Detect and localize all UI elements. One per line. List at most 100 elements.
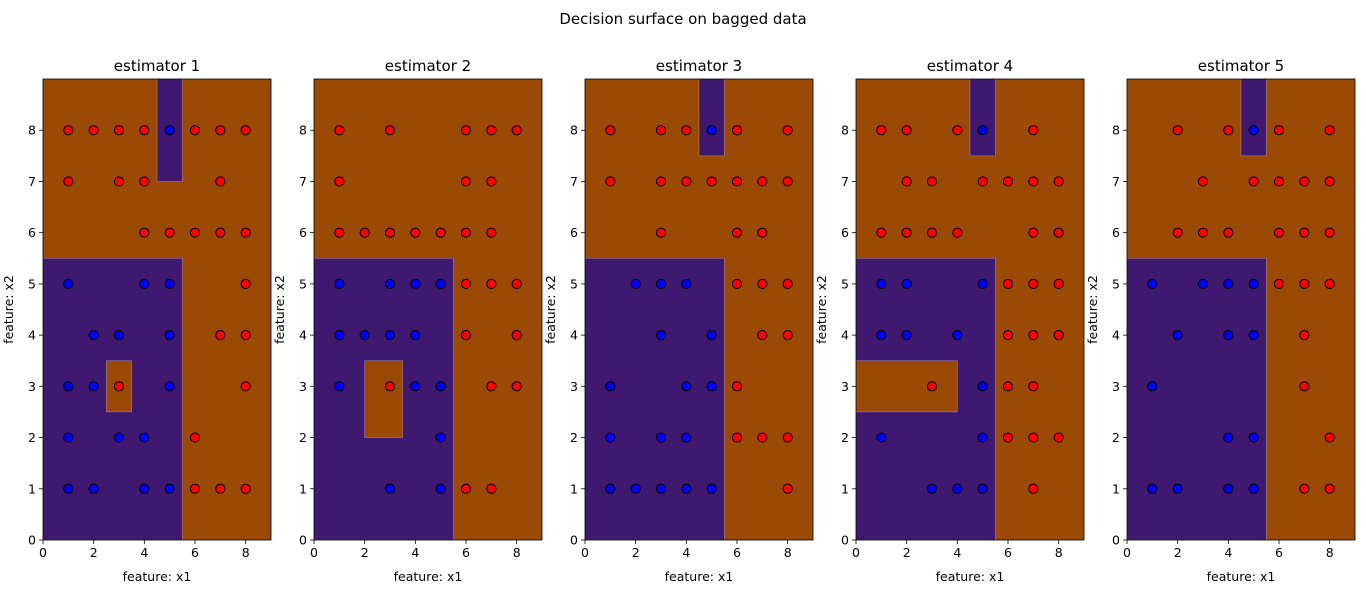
data-point-class-1 [1053,432,1064,443]
data-point-class-0 [901,330,912,341]
decision-region-class-0 [969,79,996,157]
y-tick-label: 2 [28,430,36,445]
data-point-class-0 [1147,483,1158,494]
x-tick-label: 0 [852,545,860,560]
data-point-class-1 [189,432,201,443]
data-point-class-1 [486,227,497,238]
data-point-class-1 [189,483,201,494]
x-tick-label: 2 [632,545,640,560]
data-point-class-1 [1299,381,1310,392]
x-tick-label: 4 [682,545,690,560]
y-tick-label: 7 [28,174,36,189]
data-point-class-1 [1002,381,1014,392]
data-point-class-1 [901,176,912,187]
plot-area [856,79,1084,540]
data-point-class-1 [681,125,692,136]
decision-region-class-0 [156,79,183,182]
x-tick-label: 6 [733,545,741,560]
data-point-class-1 [1028,227,1039,238]
y-tick-label: 2 [1112,430,1120,445]
y-tick-label: 5 [570,276,578,291]
data-point-class-0 [1248,432,1259,443]
data-point-class-1 [113,176,125,187]
y-tick-label: 0 [570,533,578,548]
data-point-class-0 [410,330,421,341]
x-tick-label: 8 [242,545,250,560]
data-point-class-0 [139,432,150,443]
data-point-class-1 [901,227,912,238]
data-point-class-1 [952,125,963,136]
data-point-class-1 [731,227,743,238]
data-point-class-1 [876,227,887,238]
plot-area [1127,79,1355,540]
x-axis-label: feature: x1 [1207,569,1276,584]
x-tick-label: 6 [1004,545,1012,560]
data-point-class-0 [139,483,150,494]
data-point-class-0 [435,483,446,494]
y-tick-label: 0 [299,533,307,548]
y-tick-label: 8 [841,123,849,138]
data-point-class-0 [410,381,421,392]
data-point-class-0 [334,278,345,289]
decision-region-class-0 [1240,79,1267,157]
x-tick-label: 2 [90,545,98,560]
data-point-class-0 [681,483,692,494]
subplot-1: 0 2 4 6 8 0 1 2 3 4 5 6 7 8 estimator 1 feature: x1 feat… [1,57,272,584]
data-point-class-1 [1002,176,1014,187]
data-point-class-0 [164,125,175,136]
y-axis-label: feature: x2 [272,275,287,344]
data-point-class-1 [410,227,421,238]
y-tick-label: 3 [841,379,849,394]
y-tick-label: 2 [570,430,578,445]
data-point-class-0 [1223,432,1234,443]
subplot-title: estimator 1 [114,57,200,75]
data-point-class-1 [486,125,497,136]
data-point-class-1 [1248,176,1259,187]
data-point-class-0 [630,483,641,494]
data-point-class-0 [901,278,912,289]
data-point-class-0 [1248,483,1259,494]
data-point-class-1 [1324,176,1335,187]
data-point-class-1 [1324,278,1335,289]
data-point-class-0 [706,381,717,392]
data-point-class-1 [1299,330,1310,341]
y-tick-label: 3 [28,379,36,394]
data-point-class-0 [605,381,616,392]
data-point-class-1 [1273,278,1285,289]
data-point-class-1 [215,125,226,136]
data-point-class-1 [1053,330,1064,341]
axes-frame [584,78,814,541]
data-point-class-1 [359,227,370,238]
data-point-class-1 [139,227,150,238]
y-tick-label: 2 [299,430,307,445]
x-tick-label: 4 [411,545,419,560]
data-point-class-0 [1147,278,1158,289]
data-point-class-1 [1299,176,1310,187]
data-point-class-1 [63,125,74,136]
y-tick-label: 4 [570,328,578,343]
data-point-class-1 [731,176,743,187]
x-axis-label: feature: x1 [936,569,1005,584]
data-point-class-0 [681,278,692,289]
x-axis-label: feature: x1 [394,569,463,584]
data-point-class-0 [63,432,74,443]
data-point-class-0 [334,381,345,392]
data-point-class-1 [486,278,497,289]
data-point-class-0 [164,483,175,494]
data-point-class-1 [1002,330,1014,341]
data-point-class-0 [88,381,99,392]
y-tick-label: 3 [570,379,578,394]
data-point-class-0 [655,330,667,341]
data-point-class-0 [926,483,938,494]
y-tick-label: 8 [299,123,307,138]
data-point-class-1 [1172,227,1183,238]
subplot-5: 0 2 4 6 8 0 1 2 3 4 5 6 7 8 estimator 5 feature: x1 feat… [1085,57,1356,584]
data-point-class-1 [782,483,793,494]
data-point-class-0 [876,432,887,443]
data-point-class-0 [876,330,887,341]
x-tick-label: 6 [191,545,199,560]
data-point-class-1 [113,125,125,136]
data-point-class-1 [511,330,522,341]
data-point-class-1 [139,176,150,187]
